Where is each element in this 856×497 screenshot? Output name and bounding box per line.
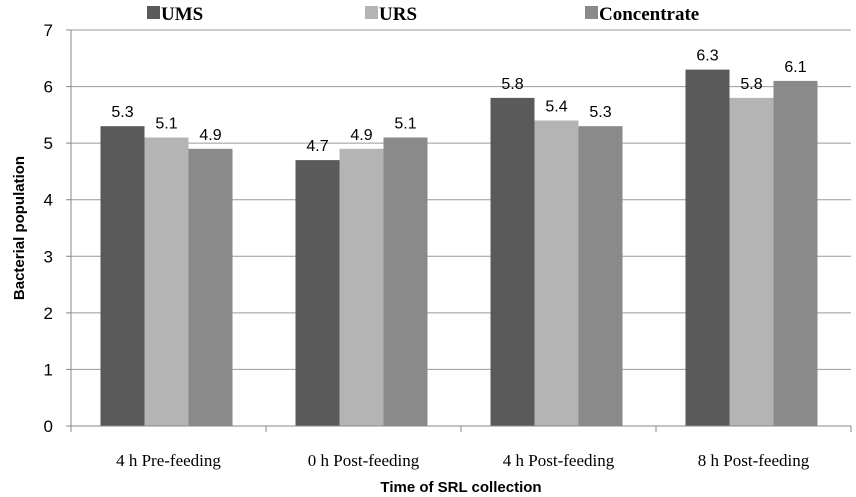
x-tick-label: 4 h Pre-feeding bbox=[116, 451, 221, 470]
y-tick-labels: 0 1 2 3 4 5 6 7 bbox=[44, 21, 71, 436]
legend-item-concentrate: Concentrate bbox=[585, 4, 699, 25]
legend-item-urs: URS bbox=[365, 4, 417, 25]
y-axis-title: Bacterial population bbox=[11, 156, 28, 300]
bar-concentrate bbox=[773, 80, 818, 427]
data-label: 4.9 bbox=[350, 127, 372, 144]
data-labels: 5.3 5.1 4.9 4.7 4.9 5.1 5.8 5.4 5.3 6.3 5.8 6.1 bbox=[111, 48, 806, 156]
data-label: 5.1 bbox=[394, 115, 416, 132]
legend-swatch bbox=[365, 6, 378, 19]
legend-swatch bbox=[147, 6, 160, 19]
legend: UMS URS Concentrate bbox=[147, 4, 699, 25]
data-label: 5.3 bbox=[589, 104, 611, 121]
x-tick-labels: 4 h Pre-feeding 0 h Post-feeding 4 h Post-… bbox=[70, 426, 852, 470]
x-axis-title: Time of SRL collection bbox=[380, 479, 541, 496]
bar-urs bbox=[144, 137, 189, 426]
data-label: 5.8 bbox=[740, 76, 762, 93]
y-tick-label: 7 bbox=[44, 21, 53, 40]
data-label: 6.1 bbox=[784, 59, 806, 76]
data-label: 6.3 bbox=[696, 48, 718, 65]
y-tick-label: 0 bbox=[44, 417, 53, 436]
x-tick-label: 8 h Post-feeding bbox=[698, 451, 810, 470]
bar-ums bbox=[295, 160, 340, 426]
y-tick-label: 2 bbox=[44, 304, 53, 323]
data-label: 5.1 bbox=[155, 115, 177, 132]
x-tick-label: 4 h Post-feeding bbox=[503, 451, 615, 470]
bar-concentrate bbox=[188, 148, 233, 427]
data-label: 4.7 bbox=[306, 138, 328, 155]
legend-label: UMS bbox=[161, 4, 203, 25]
bar-ums bbox=[490, 97, 535, 426]
bar-concentrate bbox=[578, 126, 623, 427]
y-tick-label: 4 bbox=[44, 191, 53, 210]
y-tick-label: 5 bbox=[44, 134, 53, 153]
data-label: 5.4 bbox=[545, 99, 567, 116]
bar-concentrate bbox=[383, 137, 428, 426]
y-tick-label: 3 bbox=[44, 247, 53, 266]
bar-ums bbox=[685, 69, 730, 426]
bars bbox=[100, 69, 818, 427]
bar-urs bbox=[339, 148, 384, 427]
bar-urs bbox=[534, 120, 579, 426]
y-tick-label: 1 bbox=[44, 360, 53, 379]
bar-ums bbox=[100, 126, 145, 427]
legend-label: URS bbox=[379, 4, 417, 25]
x-tick-label: 0 h Post-feeding bbox=[308, 451, 420, 470]
bar-urs bbox=[729, 97, 774, 426]
legend-item-ums: UMS bbox=[147, 4, 203, 25]
legend-label: Concentrate bbox=[599, 4, 699, 25]
legend-swatch bbox=[585, 6, 598, 19]
data-label: 4.9 bbox=[199, 127, 221, 144]
y-tick-label: 6 bbox=[44, 78, 53, 97]
data-label: 5.8 bbox=[501, 76, 523, 93]
data-label: 5.3 bbox=[111, 104, 133, 121]
